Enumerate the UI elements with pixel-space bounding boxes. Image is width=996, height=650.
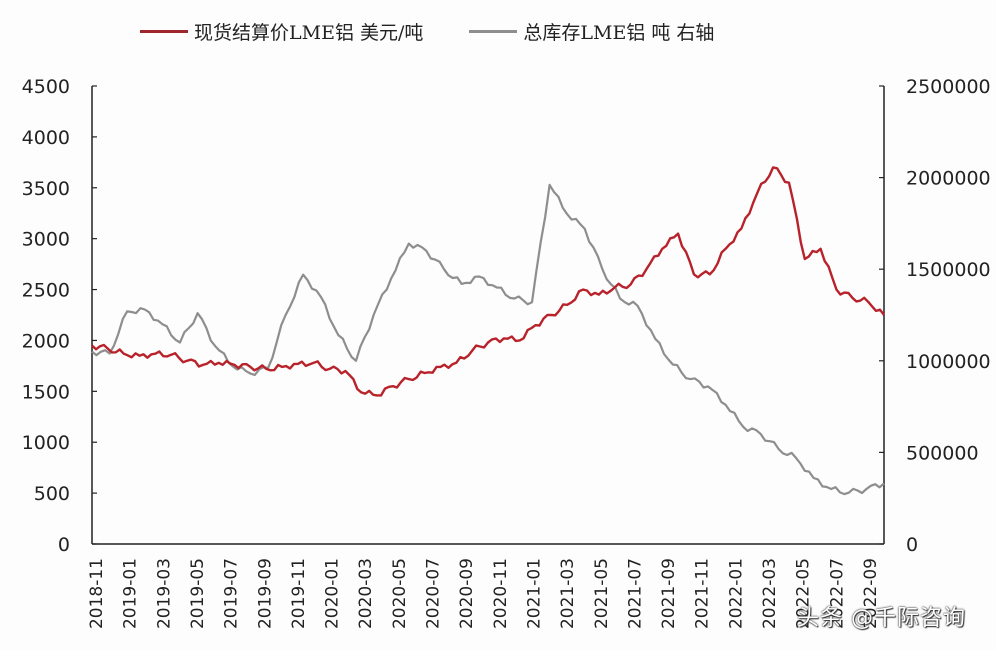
- price-line-swatch-icon: [140, 30, 188, 33]
- inventory-line-swatch-icon: [469, 30, 518, 33]
- x-tick-label: 2020-03: [356, 558, 376, 629]
- x-tick-label: 2019-01: [121, 558, 141, 629]
- watermark: 头条 @千际咨询: [797, 606, 966, 631]
- right-tick-label: 1000000: [906, 351, 991, 373]
- x-tick-label: 2022-05: [794, 558, 814, 629]
- left-tick-label: 3500: [22, 178, 70, 200]
- x-tick-label: 2022-01: [726, 558, 746, 629]
- x-tick-label: 2021-03: [558, 558, 578, 629]
- left-tick-label: 1000: [22, 432, 70, 454]
- chart-legend: 现货结算价LME铝 美元/吨 总库存LME铝 吨 右轴: [140, 18, 714, 45]
- legend-item-inventory: 总库存LME铝 吨 右轴: [469, 18, 714, 45]
- right-tick-label: 2000000: [906, 168, 991, 190]
- left-tick-label: 0: [58, 534, 70, 556]
- x-tick-label: 2021-07: [625, 558, 645, 629]
- legend-item-price: 现货结算价LME铝 美元/吨: [140, 18, 423, 45]
- x-tick-label: 2022-09: [861, 558, 881, 629]
- x-tick-label: 2020-01: [323, 558, 343, 629]
- x-tick-label: 2019-11: [289, 558, 309, 629]
- left-tick-label: 1500: [22, 381, 70, 403]
- right-tick-label: 500000: [906, 442, 979, 464]
- left-tick-label: 2000: [22, 330, 70, 352]
- right-tick-label: 1500000: [906, 259, 991, 281]
- left-tick-label: 2500: [22, 280, 70, 302]
- left-tick-label: 500: [34, 483, 70, 505]
- x-tick-label: 2021-11: [693, 558, 713, 629]
- x-tick-label: 2018-11: [87, 558, 107, 629]
- chart-lines: [91, 166, 885, 496]
- x-tick-label: 2019-09: [255, 558, 275, 629]
- x-tick-label: 2019-05: [188, 558, 208, 629]
- chart-axes: 0 500 1000 1500 2000 2500 3000 3500 4000 4500 0 500…: [22, 76, 991, 629]
- left-tick-label: 4500: [22, 76, 70, 98]
- x-tick-label: 2022-03: [760, 558, 780, 629]
- x-tick-label: 2019-03: [154, 558, 174, 629]
- x-tick-label: 2021-01: [524, 558, 544, 629]
- legend-label-price: 现货结算价LME铝 美元/吨: [194, 22, 424, 44]
- x-tick-label: 2020-11: [491, 558, 511, 629]
- left-tick-label: 3000: [22, 229, 70, 251]
- x-tick-label: 2020-07: [424, 558, 444, 629]
- x-tick-label: 2022-07: [827, 558, 847, 629]
- x-tick-label: 2021-05: [592, 558, 612, 629]
- legend-label-inventory: 总库存LME铝 吨 右轴: [523, 22, 715, 44]
- left-tick-label: 4000: [22, 127, 70, 149]
- x-tick-label: 2020-09: [457, 558, 477, 629]
- price-line: [91, 166, 885, 397]
- x-tick-label: 2019-07: [222, 558, 242, 629]
- x-tick-label: 2021-09: [659, 558, 679, 629]
- inventory-line: [91, 183, 885, 496]
- right-tick-label: 2500000: [906, 76, 991, 98]
- x-tick-label: 2020-05: [390, 558, 410, 629]
- right-tick-label: 0: [906, 534, 918, 556]
